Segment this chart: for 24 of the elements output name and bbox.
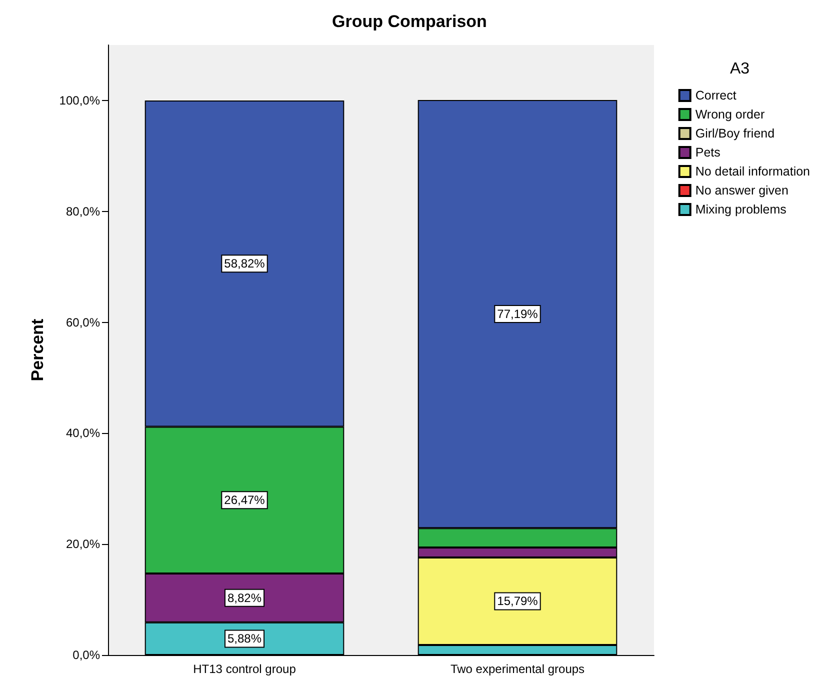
y-tick-label: 100,0%	[59, 93, 100, 108]
chart-title: Group Comparison	[332, 12, 487, 31]
data-label: 5,88%	[227, 632, 262, 646]
legend-label: No answer given	[695, 184, 789, 198]
x-tick-label: Two experimental groups	[450, 662, 585, 676]
y-tick-label: 80,0%	[66, 204, 100, 218]
y-tick-label: 40,0%	[66, 426, 100, 440]
legend-label: Girl/Boy friend	[695, 126, 775, 140]
legend-label: Wrong order	[695, 108, 765, 122]
y-tick-label: 20,0%	[66, 537, 100, 552]
data-label: 77,19%	[497, 307, 538, 322]
x-tick-label: HT13 control group	[193, 662, 296, 676]
data-label: 15,79%	[497, 594, 538, 608]
legend-label: Mixing problems	[695, 202, 786, 216]
y-tick-label: 60,0%	[66, 315, 100, 330]
legend-label: No detail information	[695, 164, 810, 178]
y-axis-title: Percent	[28, 318, 47, 382]
data-label: 26,47%	[224, 493, 266, 508]
data-label: 58,82%	[224, 256, 266, 271]
legend-label: Pets	[695, 146, 720, 160]
y-tick-label: 0,0%	[72, 648, 100, 662]
data-label: 8,82%	[227, 590, 262, 605]
legend-label: Correct	[695, 88, 737, 102]
legend-title: A3	[730, 60, 750, 78]
